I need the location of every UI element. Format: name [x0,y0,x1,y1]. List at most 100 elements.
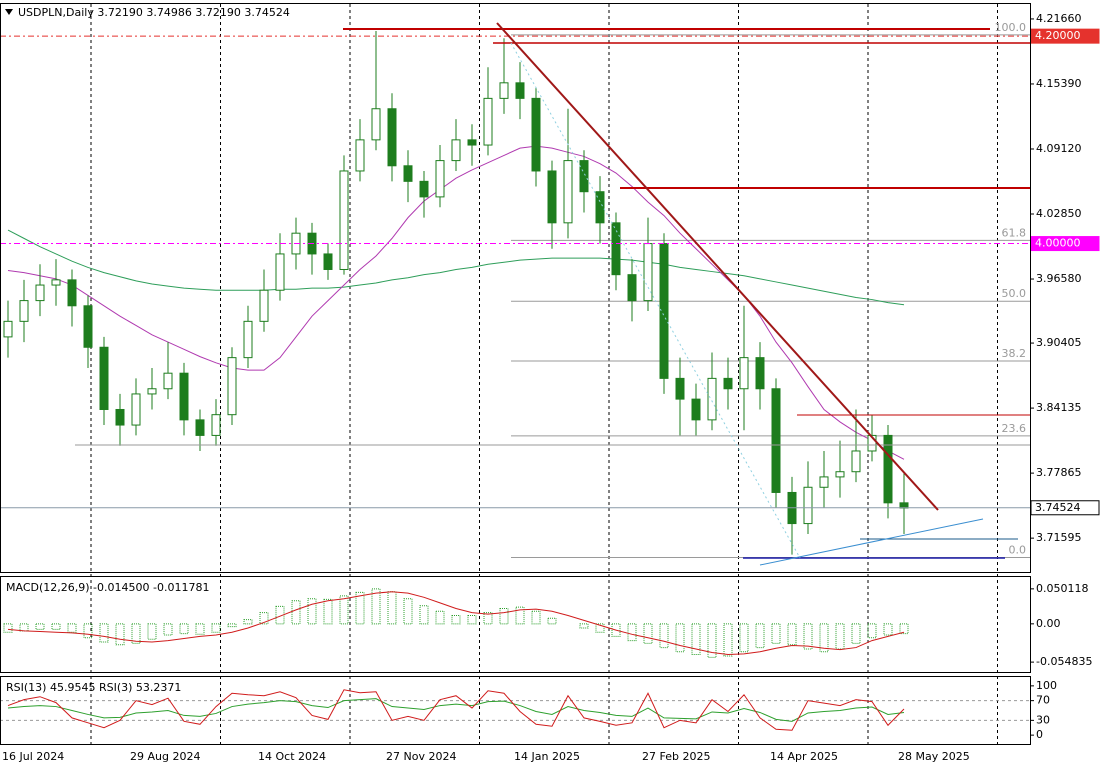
candle-body [531,97,541,172]
candle-body [259,289,269,322]
candle-body [803,486,813,525]
candle-body [339,170,349,270]
candle-body [211,414,221,436]
candle-body [83,305,93,348]
candle-body [691,398,701,421]
fib-label: 0.0 [1009,543,1027,556]
x-tick-label: 14 Apr 2025 [770,750,838,763]
readout: 3.74524 [244,6,290,19]
x-tick-label: 16 Jul 2024 [2,750,64,763]
x-tick-label: 14 Oct 2024 [258,750,326,763]
macd-bar [291,600,301,625]
candle-body [467,139,477,146]
macd-bar [51,623,61,630]
candle-body [99,346,109,410]
macd-bar [115,623,125,646]
macd-bar [307,598,317,625]
candle-body [51,279,61,286]
macd-bar [131,623,141,644]
symbol: USDPLN,Daily [18,6,94,19]
macd-bar [195,623,205,635]
macd-bar [835,623,845,650]
price-label: 4.20000 [1035,29,1081,42]
trendline [496,22,939,511]
y-tick-label: 4.21660 [1036,12,1082,25]
menu-triangle[interactable] [5,9,13,15]
x-tick-label: 27 Nov 2024 [386,750,456,763]
candle-body [547,170,557,224]
candle-body [755,357,765,390]
macd-bar [339,595,349,625]
indicator-name: RSI(13) [6,681,46,694]
y-tick-label: 3.96580 [1036,272,1082,285]
rsi-line [7,689,905,731]
macd-bar [627,623,637,642]
macd-bar [659,623,669,649]
candle-body [355,139,365,172]
fib-label: 50.0 [1002,287,1027,300]
price-label: 4.00000 [1035,237,1081,250]
macd-bar [691,623,701,656]
candle-body [227,357,237,416]
y-tick-label: 30 [1036,713,1050,726]
candle-body [67,279,77,307]
candle-body [723,377,733,390]
candle-body [163,372,173,390]
rsi-panel-frame [0,676,1031,745]
readout: 3.74986 [146,6,192,19]
indicator-name: MACD(12,26,9) [6,581,90,594]
candle-body [243,320,253,359]
symbol-header: USDPLN,Daily 3.72190 3.74986 3.72190 3.7… [18,6,290,19]
macd-bar [179,623,189,635]
macd-bar [755,623,765,649]
candle-body [627,274,637,302]
macd-bar [147,623,157,640]
macd-bar [371,588,381,625]
macd-bar [899,623,909,635]
candle-body [115,408,125,426]
candle-body [387,108,397,167]
macd-bar [787,623,797,646]
candle-body [3,320,13,338]
candle-body [819,476,829,488]
macd-bar [35,623,45,630]
macd-panel-frame [0,576,1031,673]
readout: 45.9545 [50,681,96,694]
macd-bar [419,605,429,625]
y-tick-label: 3.84135 [1036,401,1082,414]
candle-body [403,165,413,182]
y-tick-label: 100 [1036,679,1057,692]
macd-bar [595,623,605,633]
candle-body [179,372,189,421]
macd-bar [851,623,861,644]
candle-body [19,300,29,322]
candle-body [579,160,589,193]
macd-bar [355,591,365,625]
rsi-header: RSI(13) 45.9545 RSI(3) 53.2371 [6,681,181,694]
macd-bar [323,598,333,625]
chart-layer: 4.21660 4.15390 4.09120 4.02850 3.96580 3.904… [0,12,1100,763]
x-tick-label: 29 Aug 2024 [130,750,200,763]
candle-body [611,222,621,276]
macd-bar [883,623,893,636]
candle-body [147,388,157,395]
candle-body [739,357,749,390]
macd-bar [435,610,445,625]
readout: 53.2371 [136,681,182,694]
moving-average [7,145,905,460]
macd-bar [163,623,173,636]
candle-body [883,434,893,504]
fib-label: 38.2 [1002,347,1027,360]
fib-line [510,42,801,559]
candle-body [371,108,381,141]
macd-bar [579,623,589,629]
y-tick-label: 0 [1036,728,1043,741]
macd-bar [99,623,109,643]
macd-bar [707,623,717,658]
indicator-name: RSI(3) [99,681,132,694]
macd-bar [227,623,237,628]
readout: 3.72190 [97,6,143,19]
fib-label: 61.8 [1002,226,1027,239]
candle-body [435,160,445,198]
rsi-line [7,698,905,722]
